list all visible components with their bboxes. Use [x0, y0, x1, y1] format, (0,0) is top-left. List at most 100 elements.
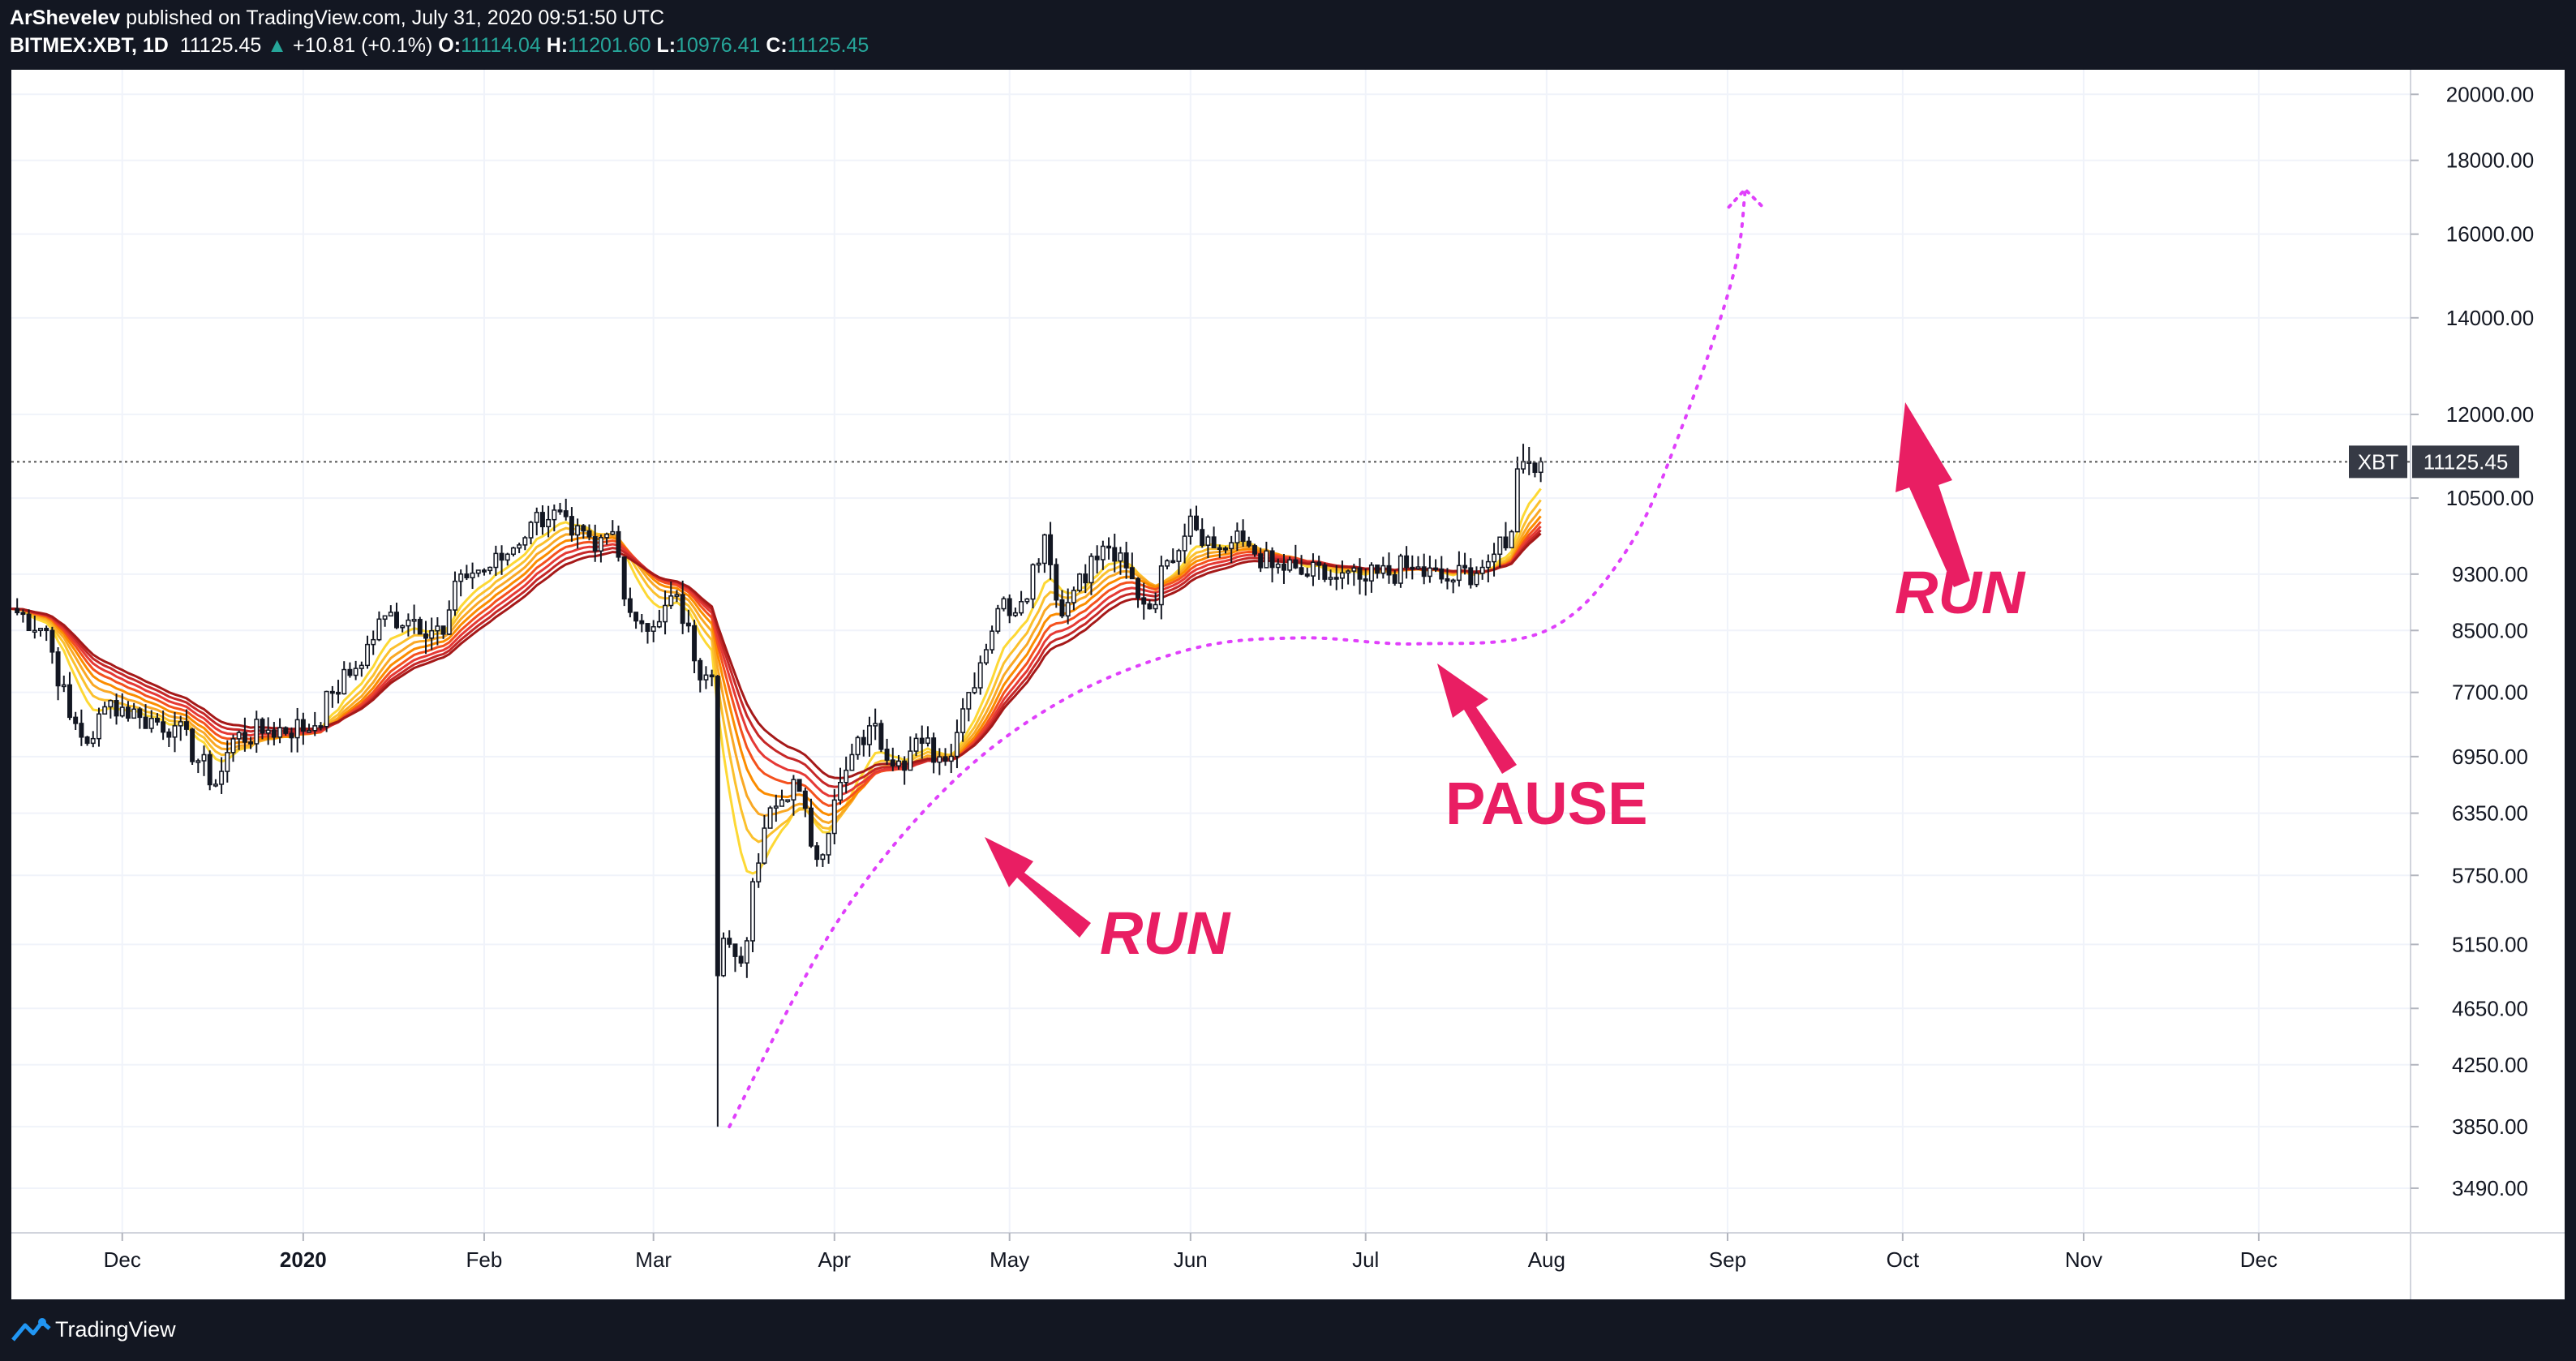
price-tag-symbol-box: [2349, 445, 2407, 479]
candle-down: [347, 668, 353, 676]
candle-up: [108, 700, 114, 708]
candle-down: [20, 612, 26, 616]
candle-up: [475, 569, 481, 574]
candle-up: [400, 625, 406, 629]
candle-up: [1187, 515, 1193, 537]
candle-down: [732, 943, 738, 957]
candle-down: [639, 620, 645, 625]
time-tick-label: Mar: [635, 1247, 672, 1272]
ema-line: [11, 508, 1542, 825]
candle-down: [1094, 556, 1100, 560]
run-arrow-1: [985, 837, 1091, 938]
candle-up: [995, 608, 1001, 632]
candles: [15, 444, 1543, 1127]
tradingview-brand[interactable]: TradingView: [55, 1317, 176, 1342]
price-axis[interactable]: 3490.00 3850.00 4250.00 4650.00 5150.00 5750.…: [2411, 82, 2534, 1200]
candle-down: [1170, 560, 1176, 564]
candle-up: [1521, 461, 1526, 470]
candle-up: [663, 604, 668, 623]
run-arrow-2: [1896, 402, 1970, 587]
candle-down: [44, 628, 49, 632]
forecast-arrowhead: [1727, 187, 1765, 209]
tradingview-logo-icon[interactable]: [11, 1316, 52, 1343]
symbol-label[interactable]: BITMEX:XBT, 1D: [10, 34, 169, 57]
candle-down: [318, 725, 324, 728]
candle-down: [1532, 462, 1538, 474]
candle-up: [1415, 566, 1421, 569]
candle-down: [1363, 578, 1368, 582]
candle-down: [1299, 567, 1304, 575]
candle-up: [487, 566, 493, 572]
price-tick-label: 20000.00: [2446, 82, 2534, 106]
candle-up: [446, 609, 452, 635]
candle-down: [586, 530, 592, 538]
price-chart[interactable]: RUN PAUSE RUN 3490.00 3850.00 4250.00 4650.…: [11, 70, 2565, 1299]
candle-up: [1485, 560, 1491, 569]
candle-down: [125, 706, 131, 719]
price-tag-value-box: [2412, 445, 2519, 479]
candle-up: [1176, 550, 1182, 562]
candle-up: [1368, 565, 1374, 582]
candle-down: [73, 716, 79, 724]
publish-info: ArShevelev published on TradingView.com,…: [10, 6, 664, 30]
candle-down: [207, 753, 213, 786]
candle-down: [190, 728, 195, 762]
last-price: 11125.45: [179, 34, 262, 57]
price-tick-label: 8500.00: [2452, 618, 2528, 642]
candle-up: [32, 629, 37, 633]
time-tick-label: Feb: [466, 1247, 503, 1272]
candle-up: [382, 615, 388, 620]
candle-down: [1246, 540, 1252, 547]
close-value: 11125.45: [787, 34, 869, 57]
candle-down: [1281, 563, 1286, 571]
price-tick-label: 3850.00: [2452, 1114, 2528, 1139]
candle-up: [102, 706, 108, 715]
candle-up: [762, 827, 767, 864]
author-name[interactable]: ArShevelev: [10, 6, 121, 29]
candle-up: [913, 737, 919, 752]
time-axis[interactable]: Dec 2020 Feb Mar Apr May Jun Jul Aug Sep Oct Nov Dec: [104, 1233, 2278, 1272]
candle-down: [539, 512, 545, 528]
candle-up: [148, 718, 154, 729]
candle-down: [1007, 598, 1012, 616]
ema-line: [11, 525, 1542, 798]
candle-down: [1147, 603, 1153, 610]
candle-up: [1339, 572, 1345, 579]
candle-up: [756, 862, 762, 882]
candle-down: [49, 629, 55, 653]
candle-down: [137, 708, 143, 719]
candle-down: [1322, 565, 1328, 580]
candle-up: [172, 725, 178, 738]
candle-down: [336, 691, 341, 695]
candle-up: [1380, 565, 1386, 574]
candle-down: [260, 719, 265, 734]
candle-down: [796, 779, 802, 792]
candle-down: [161, 721, 166, 733]
price-tick-label: 4250.00: [2452, 1053, 2528, 1077]
candle-up: [1351, 567, 1357, 572]
candle-down: [814, 845, 820, 861]
up-triangle-icon: ▲: [267, 34, 288, 57]
candle-up: [983, 649, 989, 664]
candle-up: [656, 620, 662, 628]
candle-down: [698, 659, 703, 680]
candle-up: [948, 755, 954, 762]
candle-down: [1217, 547, 1222, 551]
candle-up: [1509, 530, 1514, 549]
candle-up: [1497, 536, 1503, 556]
candle-up: [371, 638, 376, 646]
candle-up: [312, 725, 318, 732]
time-tick-label: May: [990, 1247, 1029, 1272]
candle-up: [1182, 535, 1187, 552]
candle-up: [353, 668, 358, 676]
candle-up: [1071, 590, 1076, 603]
time-tick-label: Jul: [1352, 1247, 1379, 1272]
chart-area[interactable]: RUN PAUSE RUN 3490.00 3850.00 4250.00 4650.…: [11, 70, 2565, 1299]
candle-up: [522, 537, 528, 546]
candle-up: [650, 626, 656, 632]
candle-up: [1229, 542, 1234, 550]
candle-up: [791, 779, 796, 801]
candle-down: [563, 510, 569, 517]
candle-down: [1392, 574, 1397, 584]
candle-down: [183, 721, 189, 730]
